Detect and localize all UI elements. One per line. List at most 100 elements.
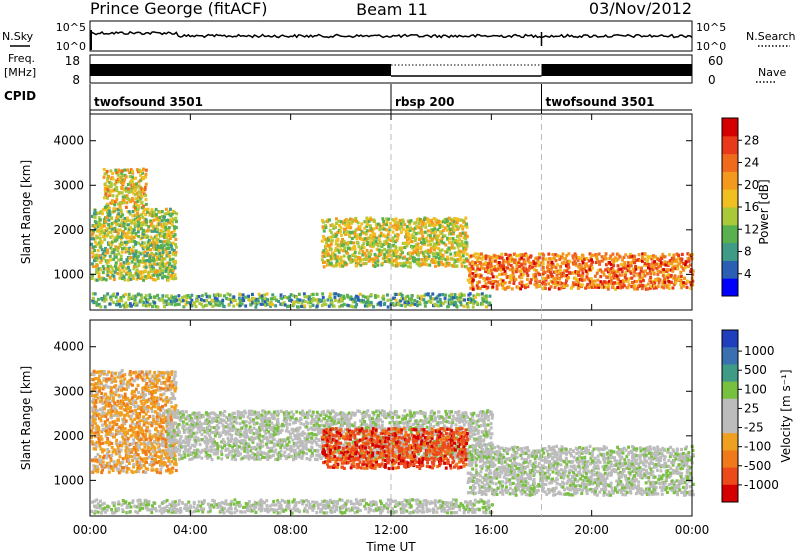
echo-cell xyxy=(132,412,135,415)
echo-cell xyxy=(662,268,665,271)
echo-cell xyxy=(172,457,175,460)
echo-cell xyxy=(127,231,130,234)
echo-cell xyxy=(525,283,528,286)
echo-cell xyxy=(168,251,171,254)
echo-cell xyxy=(132,438,135,441)
echo-cell xyxy=(201,294,204,297)
echo-cell xyxy=(633,274,636,277)
echo-cell xyxy=(145,294,148,297)
echo-cell xyxy=(145,198,148,201)
echo-cell xyxy=(561,256,564,259)
echo-cell xyxy=(556,263,559,266)
echo-cell xyxy=(137,208,140,211)
echo-cell xyxy=(456,305,459,308)
echo-cell xyxy=(112,258,115,261)
echo-cell xyxy=(166,294,169,297)
echo-cell xyxy=(559,265,562,268)
echo-cell xyxy=(109,302,112,305)
echo-cell xyxy=(124,427,127,430)
echo-cell xyxy=(653,271,656,274)
echo-cell xyxy=(152,415,155,418)
echo-cell xyxy=(521,281,524,284)
echo-cell xyxy=(108,425,111,428)
echo-cell xyxy=(125,206,128,209)
echo-cell xyxy=(481,267,484,270)
echo-cell xyxy=(232,295,235,298)
echo-cell xyxy=(122,402,125,405)
freq-label-1: Freq. xyxy=(8,52,35,65)
echo-cell xyxy=(325,303,328,306)
echo-cell xyxy=(123,275,126,278)
echo-cell xyxy=(340,234,343,237)
echo-cell xyxy=(123,169,126,172)
echo-cell xyxy=(619,255,622,258)
power-y-label: Slant Range [km] xyxy=(19,160,33,264)
echo-cell xyxy=(377,295,380,298)
echo-cell xyxy=(599,268,602,271)
echo-cell xyxy=(134,252,137,255)
echo-cell xyxy=(524,260,527,263)
echo-cell xyxy=(488,302,491,305)
echo-cell xyxy=(401,246,404,249)
echo-cell xyxy=(157,306,160,309)
echo-cell xyxy=(549,271,552,274)
echo-cell xyxy=(220,434,223,437)
echo-cell xyxy=(360,222,363,225)
echo-cell xyxy=(354,300,357,303)
echo-cell xyxy=(223,441,226,444)
echo-cell xyxy=(193,449,196,452)
echo-cell xyxy=(159,299,162,302)
echo-cell xyxy=(182,413,185,416)
echo-cell xyxy=(649,276,652,279)
echo-cell xyxy=(265,442,268,445)
echo-cell xyxy=(675,277,678,280)
echo-cell xyxy=(167,420,170,423)
echo-cell xyxy=(340,259,343,262)
echo-cell xyxy=(630,272,633,275)
echo-cell xyxy=(438,220,441,223)
echo-cell xyxy=(616,286,619,289)
noise-tick-top-right: 10^5 xyxy=(696,21,726,34)
echo-cell xyxy=(526,278,529,281)
echo-cell xyxy=(145,413,148,416)
echo-cell xyxy=(490,262,493,265)
echo-cell xyxy=(382,295,385,298)
echo-cell xyxy=(428,224,431,227)
echo-cell xyxy=(515,270,518,273)
echo-cell xyxy=(220,453,223,456)
echo-cell xyxy=(131,260,134,263)
echo-cell xyxy=(124,278,127,281)
echo-cell xyxy=(409,227,412,230)
echo-cell xyxy=(428,255,431,258)
echo-cell xyxy=(221,299,224,302)
echo-cell xyxy=(113,377,116,380)
echo-cell xyxy=(113,435,116,438)
echo-cell xyxy=(410,219,413,222)
echo-cell xyxy=(94,422,97,425)
echo-cell xyxy=(171,470,174,473)
echo-cell xyxy=(270,297,273,300)
echo-cell xyxy=(682,281,685,284)
echo-cell xyxy=(120,299,123,302)
echo-cell xyxy=(466,235,469,238)
echo-cell xyxy=(115,439,118,442)
echo-cell xyxy=(633,287,636,290)
echo-cell xyxy=(266,303,269,306)
echo-cell xyxy=(155,252,158,255)
echo-cell xyxy=(234,299,237,302)
echo-cell xyxy=(174,266,177,269)
echo-cell xyxy=(277,421,280,424)
echo-cell xyxy=(141,275,144,278)
echo-cell xyxy=(109,428,112,431)
echo-cell xyxy=(200,457,203,460)
echo-cell xyxy=(424,231,427,234)
echo-cell xyxy=(634,265,637,268)
echo-cell xyxy=(121,175,124,178)
echo-cell xyxy=(253,427,256,430)
echo-cell xyxy=(469,262,472,265)
echo-cell xyxy=(232,305,235,308)
echo-cell xyxy=(466,253,469,256)
echo-cell xyxy=(202,415,205,418)
echo-cell xyxy=(174,277,177,280)
echo-cell xyxy=(633,258,636,261)
